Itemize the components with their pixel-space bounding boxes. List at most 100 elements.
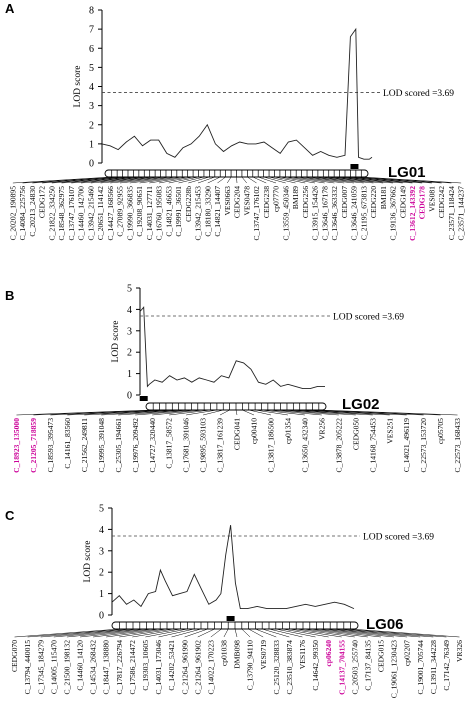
marker-label-highlighted: C_18923_135000 bbox=[12, 418, 21, 473]
marker-connector bbox=[262, 628, 290, 638]
marker-label: C_13794_440015 bbox=[23, 640, 32, 695]
y-tick-label: 4 bbox=[127, 305, 132, 316]
marker-connector bbox=[129, 176, 177, 184]
marker-connector bbox=[119, 628, 174, 638]
marker-connector bbox=[42, 176, 129, 184]
marker-connector bbox=[328, 176, 403, 184]
y-tick-label: 0 bbox=[89, 159, 94, 170]
marker-label: C_21562_249811 bbox=[80, 418, 89, 472]
marker-label: C_19136_367662 bbox=[389, 186, 398, 241]
marker-label: C_21822_334250 bbox=[47, 186, 56, 241]
marker-connector bbox=[261, 409, 305, 416]
lod-curve bbox=[101, 27, 373, 160]
panel-a: A 0 1 2 3 4 5 6 7 8 LOD score LOD scored =3.69 C_202… bbox=[5, 1, 466, 241]
marker-label: C_22573_153720 bbox=[419, 418, 428, 473]
marker-connector bbox=[350, 176, 442, 184]
marker-connector bbox=[100, 176, 161, 184]
marker-label: C_21264_961990 bbox=[180, 640, 189, 695]
marker-connector bbox=[203, 409, 224, 416]
y-tick-label: 2 bbox=[89, 120, 94, 131]
marker-label: CEDG007 bbox=[340, 186, 349, 218]
marker-label: C_14161_83560 bbox=[63, 418, 72, 469]
chromosome-bar bbox=[104, 169, 369, 178]
marker-label: C_13646_241059 bbox=[350, 186, 359, 241]
marker-label: C_23571_118424 bbox=[447, 186, 456, 240]
marker-connector bbox=[274, 176, 306, 184]
marker-label: C_19061_1230423 bbox=[390, 640, 399, 698]
chromosome-bar bbox=[111, 621, 359, 630]
marker-label: VES081 bbox=[427, 186, 436, 212]
marker-connector bbox=[71, 176, 145, 184]
marker-label: C_19303_10605 bbox=[141, 640, 150, 691]
marker-connector bbox=[290, 176, 335, 184]
panel-letter: C bbox=[5, 508, 15, 523]
marker-connector bbox=[81, 176, 150, 184]
marker-label-highlighted: cp06240 bbox=[324, 640, 333, 667]
marker-label: C_17345_184279 bbox=[36, 640, 45, 695]
marker-label: C_13747_176107 bbox=[67, 186, 76, 241]
y-tick-label: 3 bbox=[127, 326, 132, 337]
marker-connector bbox=[61, 176, 139, 184]
marker-label: C_19976_209492 bbox=[131, 418, 140, 473]
marker-label: C_13646_167178 bbox=[320, 186, 329, 241]
marker-connector bbox=[101, 409, 186, 416]
marker-label: cp00410 bbox=[250, 418, 259, 444]
qtl-peak-marker bbox=[139, 396, 148, 401]
marker-label: C_13559_450346 bbox=[281, 186, 290, 241]
marker-label: C_13878_205222 bbox=[334, 418, 343, 473]
marker-connector bbox=[267, 409, 322, 416]
marker-label: C_14821_14407 bbox=[213, 186, 222, 237]
marker-label: cp05705 bbox=[436, 418, 445, 444]
marker-label-highlighted: C_14137_704155 bbox=[337, 640, 346, 695]
marker-connector bbox=[227, 176, 232, 184]
marker-label: cp01354 bbox=[283, 418, 292, 444]
marker-label: DMB098 bbox=[233, 640, 242, 669]
marker-connector bbox=[234, 628, 238, 638]
marker-label: CEDG238 bbox=[262, 186, 271, 218]
marker-connector bbox=[197, 176, 215, 184]
marker-label: CEDG172 bbox=[38, 186, 47, 218]
marker-connector bbox=[171, 628, 202, 638]
marker-label: C_14534_268432 bbox=[89, 640, 98, 695]
lod-curve bbox=[139, 306, 325, 390]
marker-connector bbox=[309, 628, 381, 638]
marker-connector bbox=[286, 409, 373, 416]
lod-curve bbox=[111, 525, 355, 610]
marker-label: C_25120_328833 bbox=[272, 640, 281, 695]
marker-label-highlighted: CEDG178 bbox=[418, 186, 427, 220]
marker-connector bbox=[27, 628, 127, 638]
marker-label: C_16760_195083 bbox=[155, 186, 164, 241]
marker-connector bbox=[280, 409, 356, 416]
qtl-peak-marker bbox=[226, 616, 235, 621]
marker-label: C_17142_76349 bbox=[442, 640, 451, 691]
marker-connector bbox=[241, 628, 251, 638]
y-tick-label: 7 bbox=[89, 25, 94, 36]
marker-connector bbox=[53, 628, 140, 638]
marker-label: C_21264_961902 bbox=[193, 640, 202, 695]
marker-connector bbox=[330, 628, 421, 638]
marker-label: C_14022_170223 bbox=[206, 640, 215, 695]
marker-label: C_23510_383874 bbox=[285, 640, 294, 695]
panel-b: B 0 1 2 3 4 5 LOD score LOD scored =3.69 C_18923_… bbox=[5, 284, 462, 473]
marker-label: C_19001_705744 bbox=[416, 640, 425, 695]
marker-label: C_14821_46653 bbox=[164, 186, 173, 237]
marker-connector bbox=[350, 628, 460, 638]
y-tick-label: 1 bbox=[127, 369, 132, 380]
chromosome-bar bbox=[145, 402, 327, 411]
marker-label: BM189 bbox=[291, 186, 300, 209]
marker-label: C_19995_391048 bbox=[97, 418, 106, 473]
marker-label: C_17817_226794 bbox=[115, 640, 124, 695]
marker-label: CEDG242 bbox=[437, 186, 446, 218]
marker-label: C_14202_53421 bbox=[167, 640, 176, 691]
marker-label: C_14031_173046 bbox=[154, 640, 163, 695]
marker-label: CEDG050 bbox=[351, 418, 360, 450]
marker-label: C_14460_142700 bbox=[77, 186, 86, 241]
marker-label: CEDG041 bbox=[233, 418, 242, 450]
marker-label: C_19895_593103 bbox=[199, 418, 208, 473]
marker-connector bbox=[14, 628, 120, 638]
marker-label-highlighted: C_13612_143392 bbox=[408, 186, 417, 241]
marker-connector bbox=[84, 409, 179, 416]
marker-label: C_14168_754453 bbox=[368, 418, 377, 473]
marker-label: C_18447_138880 bbox=[102, 640, 111, 695]
marker-label: C_17137_84135 bbox=[363, 640, 372, 691]
